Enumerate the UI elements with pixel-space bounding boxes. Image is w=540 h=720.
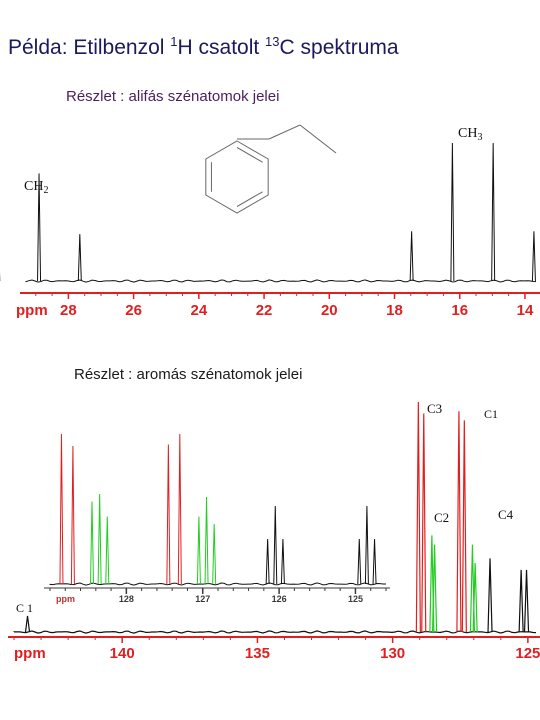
ring-double-bond — [236, 147, 263, 163]
caption-aliphatic: Részlet : alifás szénatomok jelei — [66, 88, 280, 105]
peak-label-sub: 2 — [43, 185, 48, 196]
spectrum-peak — [204, 496, 209, 585]
spectrum-peak — [280, 538, 285, 585]
spectrum-peak — [196, 516, 201, 585]
spectrum-peak — [450, 142, 455, 282]
spectrum-peak — [472, 562, 478, 633]
peak-label-sub: 3 — [477, 132, 482, 143]
peak-label-c4: C4 — [498, 507, 514, 522]
peak-label-c3: C3 — [427, 401, 442, 416]
x-tick-label: 135 — [245, 645, 270, 662]
x-axis-label: ppm — [56, 594, 75, 604]
spectrum-peak — [357, 538, 362, 585]
aromatic-inset-spectrum: 128 127 126 125 ppm — [44, 433, 390, 604]
spectrum-peak — [461, 420, 467, 633]
spectrum-peak — [77, 234, 82, 282]
aliphatic-spectrum: 28 26 24 22 20 18 16 14 ppm CH2 CH3 — [0, 126, 540, 319]
spectrum-peak — [24, 615, 31, 633]
peak-label-c1: C1 — [484, 407, 498, 421]
x-tick-label: 125 — [348, 594, 363, 604]
ethyl-bond-2 — [299, 124, 337, 154]
spectrum-peak — [518, 569, 524, 633]
x-tick-label: 125 — [515, 645, 540, 662]
peak-label-c2: C2 — [434, 510, 449, 525]
ring-double-bond — [236, 191, 263, 207]
spectrum-peak — [212, 523, 217, 585]
spectrum-peak — [364, 505, 369, 585]
spectrum-peak — [273, 505, 278, 585]
x-tick-label: 24 — [190, 302, 207, 319]
peak-label-ch3: CH3 — [458, 126, 482, 143]
title-sup-13: 13 — [265, 34, 280, 49]
spectrum-baseline — [13, 630, 537, 634]
x-tick-label: 14 — [517, 302, 534, 319]
peak-label-ch2: CH2 — [24, 179, 48, 196]
x-tick-label: 26 — [125, 302, 142, 319]
x-tick-label: 126 — [272, 594, 287, 604]
spectrum-baseline — [49, 582, 386, 586]
ethylbenzene-structure — [205, 124, 337, 214]
spectrum-peak — [431, 544, 438, 633]
benzene-ring — [205, 140, 269, 214]
spectrum-peak — [487, 558, 493, 633]
title-suffix: C spektruma — [279, 36, 399, 59]
spectrum-peak — [415, 401, 421, 633]
spectrum-peak — [531, 231, 536, 282]
spectrum-peak — [105, 516, 110, 585]
x-axis-label: ppm — [16, 302, 48, 319]
x-tick-label: 28 — [60, 302, 77, 319]
title-sup-1: 1 — [170, 34, 178, 49]
spectrum-peak — [90, 501, 94, 585]
spectrum-peak — [97, 493, 102, 585]
aromatic-spectrum: 140 135 130 125 ppm C 1 C3 C2 C1 C4 — [8, 401, 540, 662]
x-tick-label: 20 — [321, 302, 338, 319]
spectrum-peak — [456, 411, 462, 633]
spectrum-peak — [166, 444, 171, 585]
x-tick-label: 18 — [386, 302, 403, 319]
title-mid: H csatolt — [177, 36, 266, 59]
spectrum-peak — [177, 433, 182, 585]
spectrum-peak — [265, 538, 270, 585]
spectrum-peak — [37, 173, 42, 282]
spectrum-peak — [372, 538, 377, 585]
spectrum-peak — [491, 142, 496, 282]
ethyl-bond-1b — [268, 124, 301, 140]
title-prefix: Példa: Etilbenzol — [8, 36, 171, 59]
x-tick-label: 140 — [110, 645, 135, 662]
slide-title: Példa: Etilbenzol 1H csatolt 13C spektru… — [8, 34, 399, 60]
spectrum-baseline — [25, 279, 537, 283]
x-axis-label: ppm — [14, 645, 46, 662]
spectrum-peak — [59, 433, 64, 585]
x-tick-label: 130 — [380, 645, 405, 662]
peak-label-c1: C 1 — [16, 601, 33, 615]
x-tick-label: 16 — [451, 302, 468, 319]
spectrum-peak — [70, 445, 75, 585]
spectrum-peak — [421, 413, 427, 633]
spectrum-peak — [409, 231, 414, 282]
x-tick-label: 127 — [195, 594, 210, 604]
caption-aromatic: Részlet : aromás szénatomok jelei — [74, 366, 303, 383]
spectrum-peak — [523, 569, 530, 633]
x-tick-label: 128 — [119, 594, 134, 604]
x-tick-label: 22 — [256, 302, 273, 319]
